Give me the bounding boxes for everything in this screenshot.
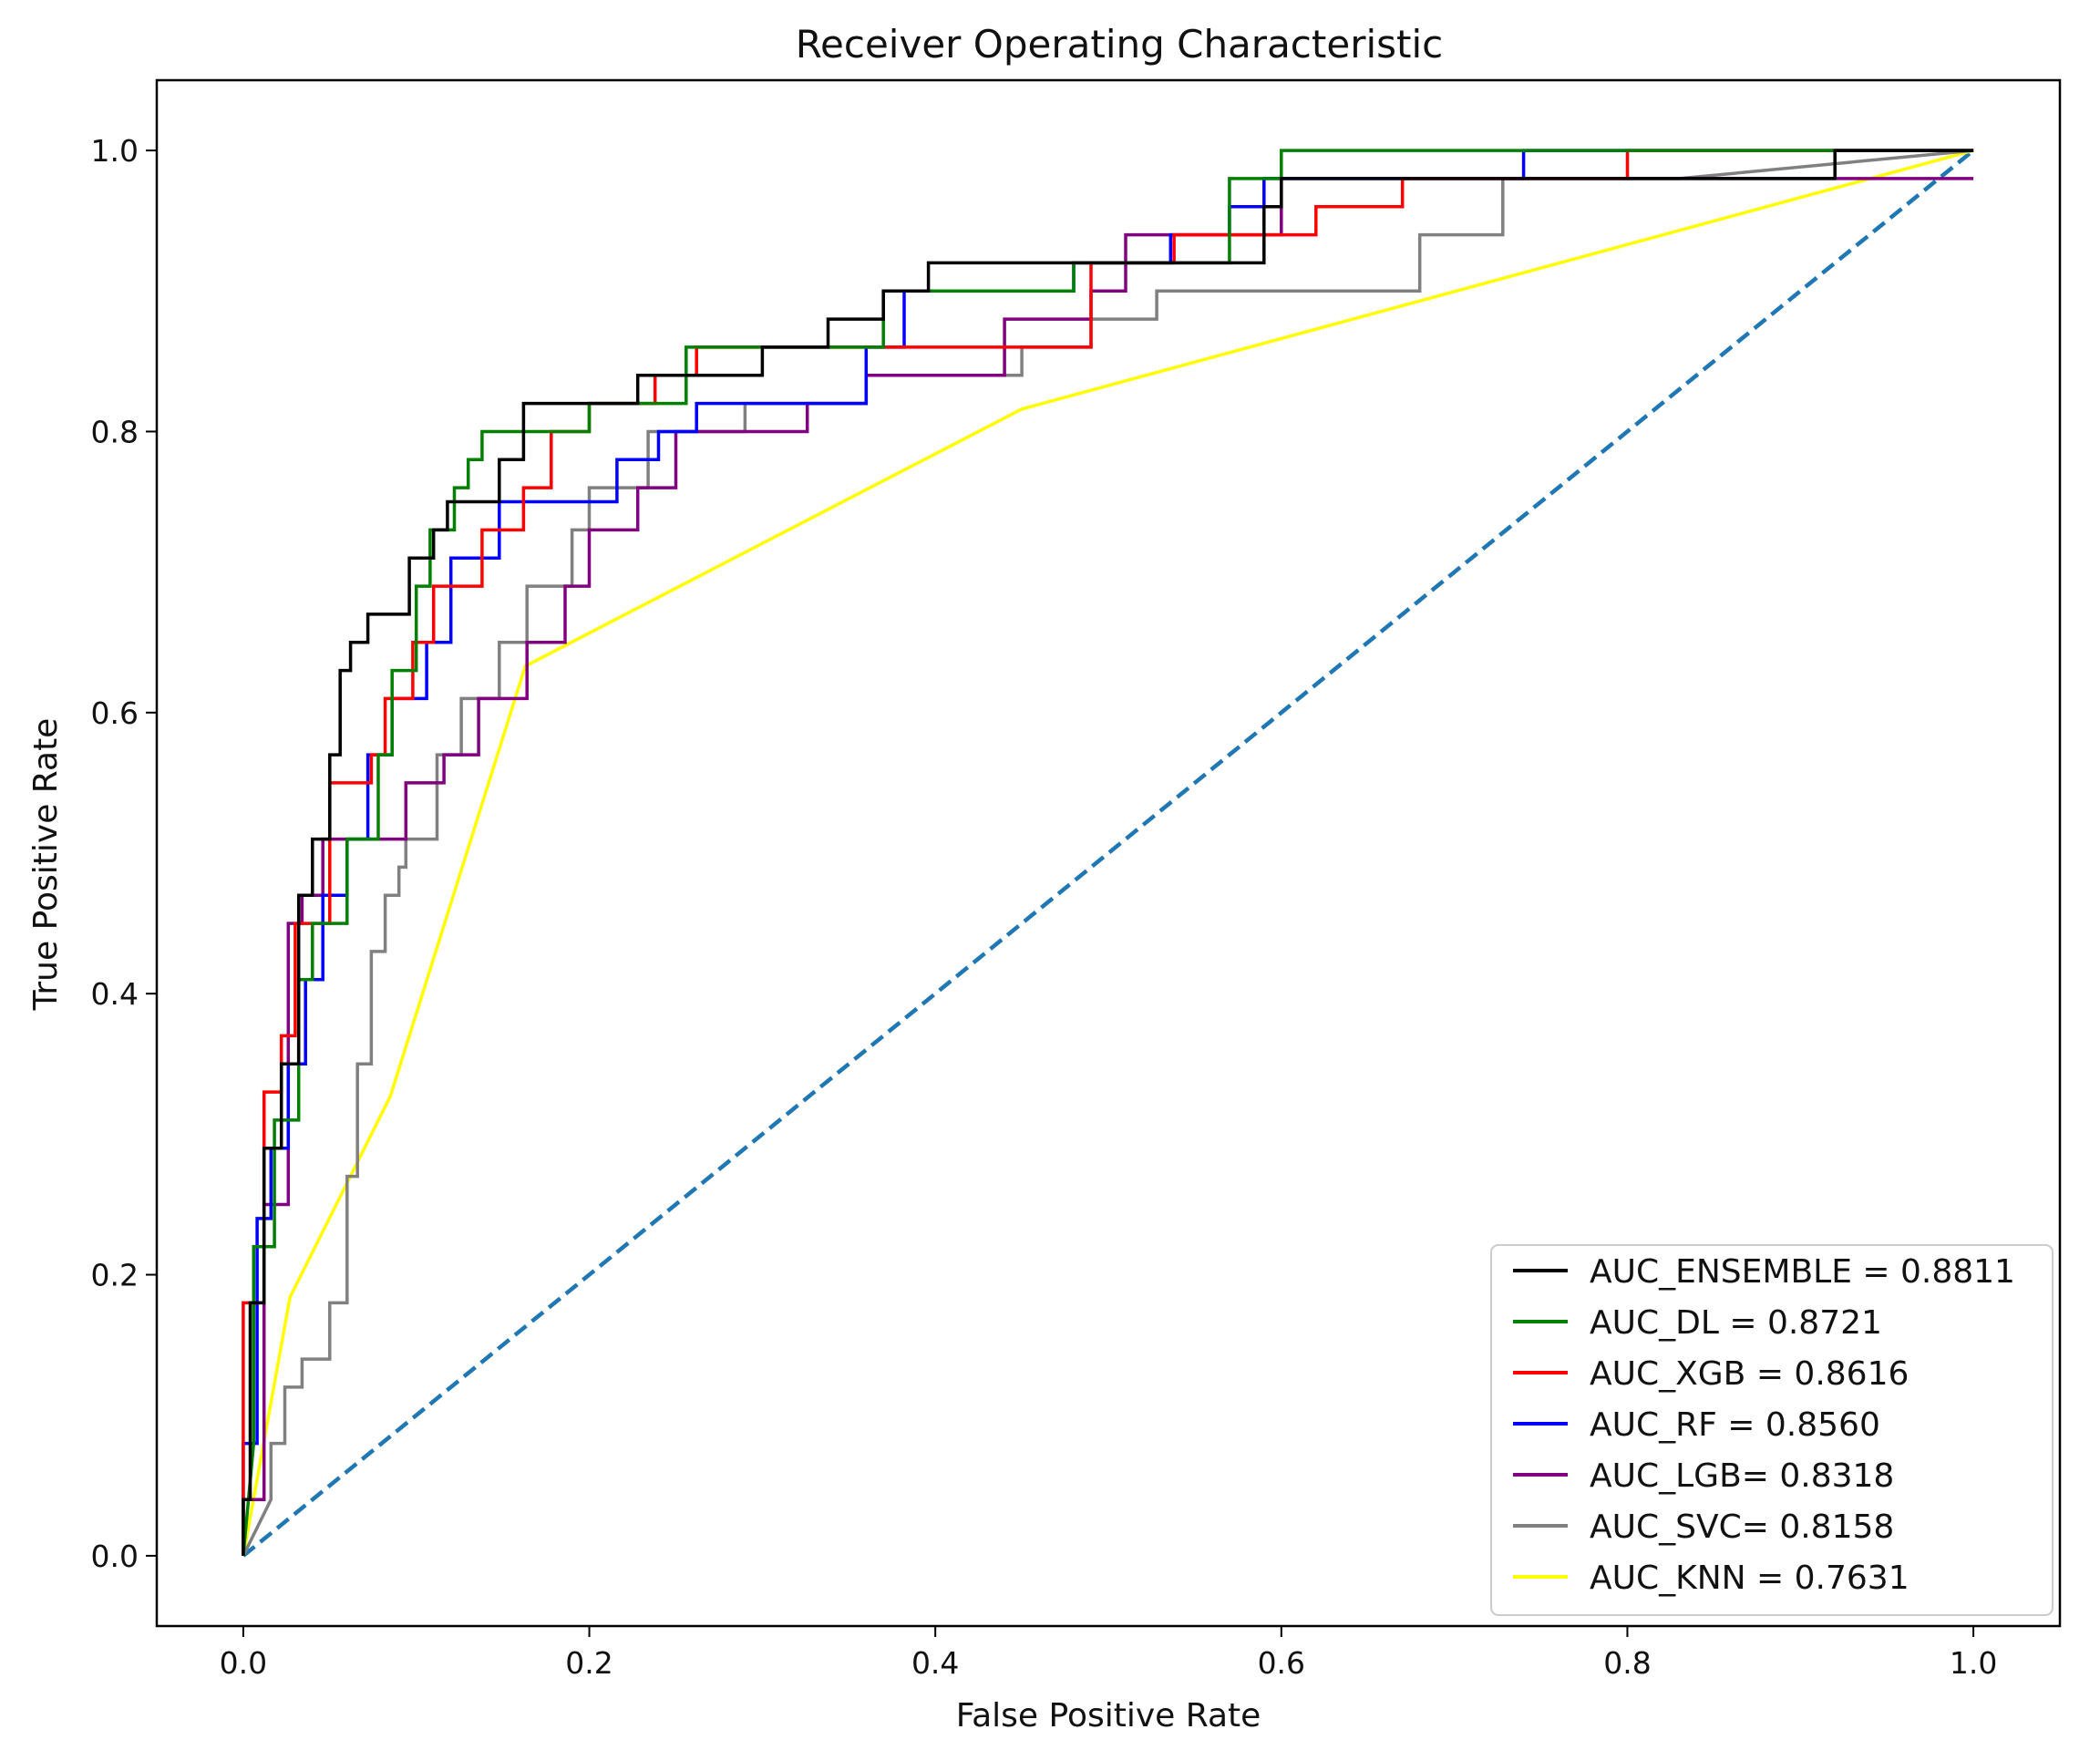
x-tick-label: 0.6 bbox=[1258, 1645, 1305, 1681]
y-tick-label: 0.4 bbox=[91, 976, 139, 1012]
x-tick-label: 1.0 bbox=[1950, 1645, 1997, 1681]
x-tick-label: 0.4 bbox=[911, 1645, 959, 1681]
series-line-auc-knn bbox=[242, 149, 1974, 1557]
legend-label: AUC_XGB = 0.8616 bbox=[1590, 1355, 1909, 1393]
x-tick-label: 0.2 bbox=[565, 1645, 612, 1681]
y-tick-label: 0.6 bbox=[91, 695, 139, 731]
legend-label: AUC_DL = 0.8721 bbox=[1590, 1304, 1882, 1342]
x-tick-label: 0.0 bbox=[220, 1645, 267, 1681]
x-tick-label: 0.8 bbox=[1603, 1645, 1651, 1681]
legend-box bbox=[1490, 1244, 2054, 1616]
series-line-auc-ensemble bbox=[242, 149, 1974, 1556]
x-axis-title: False Positive Rate bbox=[956, 1697, 1261, 1735]
chart-title: Receiver Operating Characteristic bbox=[796, 22, 1444, 67]
y-axis-title: True Positive Rate bbox=[27, 718, 65, 1012]
legend-label: AUC_LGB= 0.8318 bbox=[1590, 1457, 1894, 1495]
y-tick-label: 0.8 bbox=[91, 414, 139, 449]
legend: AUC_ENSEMBLE = 0.8811 AUC_DL = 0.8721 AUC_… bbox=[1490, 1244, 2054, 1616]
plot-area bbox=[242, 149, 1975, 1558]
legend-label: AUC_ENSEMBLE = 0.8811 bbox=[1590, 1253, 2015, 1291]
series-line-auc-dl bbox=[242, 149, 1974, 1557]
y-tick-label: 0.0 bbox=[91, 1539, 139, 1574]
y-tick-label: 1.0 bbox=[91, 133, 139, 169]
y-tick-label: 0.2 bbox=[91, 1258, 139, 1293]
legend-label: AUC_KNN = 0.7631 bbox=[1590, 1560, 1910, 1597]
legend-label: AUC_SVC= 0.8158 bbox=[1590, 1508, 1894, 1546]
series-line-auc-xgb bbox=[242, 149, 1974, 1556]
axes-frame bbox=[155, 78, 2062, 1628]
x-axis-ticks: 0.0 0.2 0.4 0.6 0.8 1.0 bbox=[220, 1626, 1997, 1681]
y-axis-ticks: 0.0 0.2 0.4 0.6 0.8 1.0 bbox=[91, 133, 157, 1574]
legend-label: AUC_RF = 0.8560 bbox=[1590, 1406, 1880, 1444]
